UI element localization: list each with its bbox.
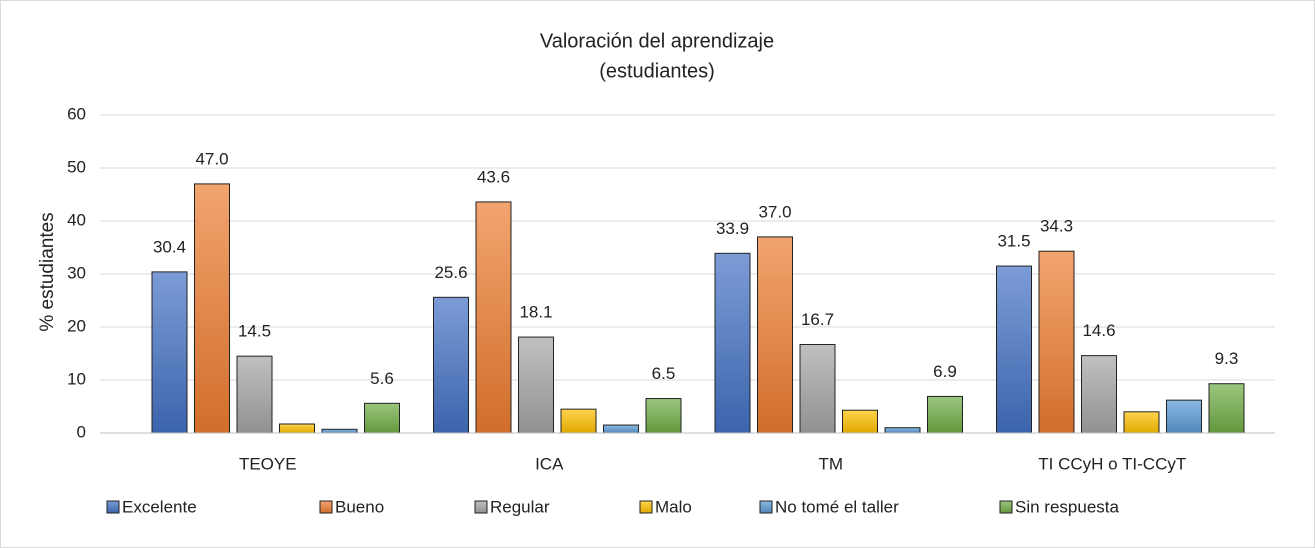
data-label: 33.9 xyxy=(716,219,749,238)
y-axis-title: % estudiantes xyxy=(37,212,58,331)
data-label: 25.6 xyxy=(434,263,467,282)
data-label: 14.6 xyxy=(1082,321,1115,340)
y-tick-label: 20 xyxy=(67,316,86,335)
bar xyxy=(1081,355,1117,434)
y-tick-label: 50 xyxy=(67,157,86,176)
legend-swatch xyxy=(639,500,653,514)
bar xyxy=(1208,383,1245,434)
legend-swatch xyxy=(474,500,488,514)
bar xyxy=(842,409,878,434)
data-label: 14.5 xyxy=(238,322,271,341)
legend-label: No tomé el taller xyxy=(775,497,899,516)
legend-swatch xyxy=(319,500,333,514)
data-label: 34.3 xyxy=(1040,217,1073,236)
legend-label: Malo xyxy=(655,497,692,516)
x-tick-label: TM xyxy=(818,454,843,473)
y-tick-label: 30 xyxy=(67,263,86,282)
legend-swatch xyxy=(106,500,120,514)
data-label: 37.0 xyxy=(758,202,791,221)
bar xyxy=(236,355,273,434)
y-tick-label: 0 xyxy=(77,422,86,441)
chart-title: Valoración del aprendizaje xyxy=(540,30,774,52)
bar xyxy=(475,201,512,434)
bar xyxy=(799,343,836,434)
bar xyxy=(927,395,963,434)
x-tick-label: ICA xyxy=(535,454,564,473)
data-label: 6.5 xyxy=(652,364,676,383)
legend-label: Regular xyxy=(490,497,550,516)
y-tick-label: 40 xyxy=(67,210,86,229)
bar xyxy=(996,265,1032,434)
bar xyxy=(279,423,315,434)
bar xyxy=(151,271,188,434)
data-label: 31.5 xyxy=(997,232,1030,251)
data-label: 47.0 xyxy=(195,149,228,168)
data-label: 43.6 xyxy=(477,167,510,186)
chart-subtitle: (estudiantes) xyxy=(599,60,715,82)
x-tick-label: TEOYE xyxy=(239,454,297,473)
bar xyxy=(560,408,597,434)
bar xyxy=(714,252,751,434)
legend-swatch xyxy=(759,500,773,514)
legend-label: Excelente xyxy=(122,497,197,516)
y-tick-label: 10 xyxy=(67,369,86,388)
bar xyxy=(518,336,554,434)
data-label: 30.4 xyxy=(153,237,186,256)
legend-swatch xyxy=(999,500,1013,514)
data-label: 16.7 xyxy=(801,310,834,329)
x-tick-label: TI CCyH o TI-CCyT xyxy=(1038,454,1186,473)
bar xyxy=(884,427,921,434)
bar xyxy=(194,183,230,434)
bar xyxy=(757,236,793,434)
bar xyxy=(645,398,682,434)
bar xyxy=(1123,411,1160,434)
data-label: 6.9 xyxy=(933,362,957,381)
legend-label: Sin respuesta xyxy=(1015,497,1119,516)
bar xyxy=(321,428,358,434)
bar xyxy=(364,402,400,434)
bar xyxy=(1166,399,1202,434)
data-label: 18.1 xyxy=(519,303,552,322)
bar xyxy=(1038,250,1075,434)
data-label: 9.3 xyxy=(1215,349,1239,368)
legend-label: Bueno xyxy=(335,497,384,516)
y-tick-label: 60 xyxy=(67,104,86,123)
bar xyxy=(603,424,639,434)
data-label: 5.6 xyxy=(370,369,394,388)
bar xyxy=(433,296,469,434)
